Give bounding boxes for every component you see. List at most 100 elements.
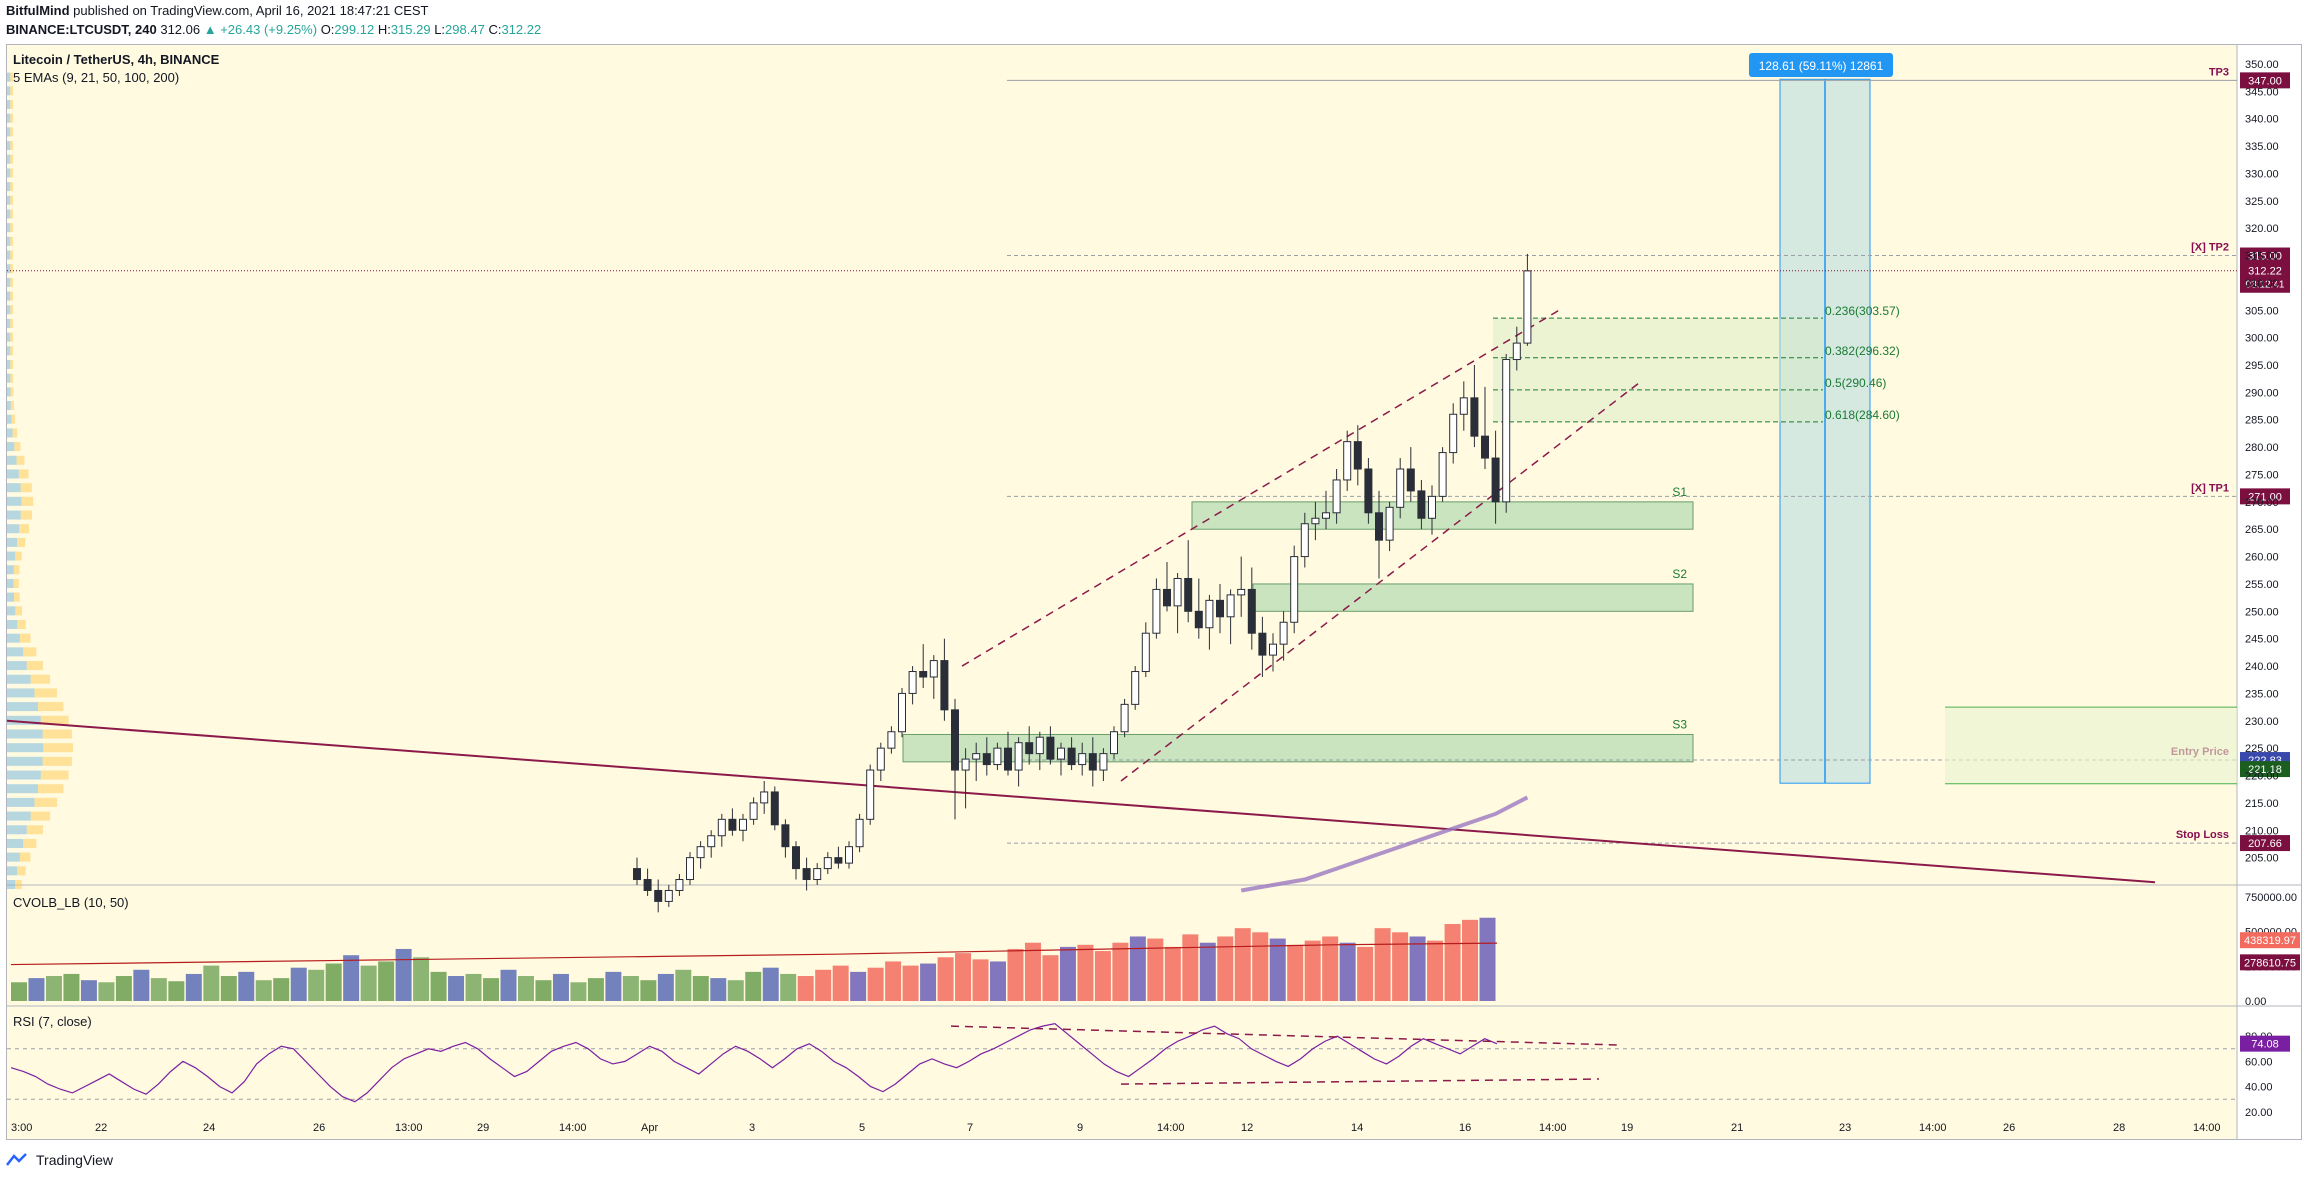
price-axis[interactable]: 205.00 210.00 215.00 220.00 225.00 230.00 235.… xyxy=(2245,59,2279,865)
volume-bar xyxy=(273,978,290,1001)
price-tick: 270.00 xyxy=(2245,497,2279,509)
volume-profile-bar xyxy=(7,86,11,96)
price-tick: 320.00 xyxy=(2245,223,2279,235)
candle xyxy=(1449,413,1458,454)
volume-profile-bar xyxy=(7,401,11,411)
target-tag-bg xyxy=(2240,488,2290,505)
candle xyxy=(961,758,970,771)
volume-bar xyxy=(675,969,692,1001)
price-tick: 280.00 xyxy=(2245,442,2279,454)
price-tick: 220.00 xyxy=(2245,771,2279,783)
entry-zone xyxy=(1945,707,2237,784)
volume-profile-bar xyxy=(7,743,44,753)
candle xyxy=(1332,479,1341,514)
volume-profile-bar xyxy=(7,346,11,356)
volume-bar xyxy=(430,971,447,1001)
volume-bar xyxy=(1164,946,1181,1001)
price-tag: 221.18 xyxy=(2248,764,2282,776)
volume-profile-bar xyxy=(34,797,58,807)
target-label: TP3 xyxy=(2209,66,2229,78)
fib-label: 0.382(296.32) xyxy=(1825,344,1900,358)
chart-frame[interactable]: S1 S2 S3 128.61 (59.11%) 12861 0.236(303.5… xyxy=(6,44,2302,1140)
measure-tool[interactable]: 128.61 (59.11%) 12861 xyxy=(1749,53,1893,784)
candle xyxy=(1300,523,1309,558)
volume-profile-bar xyxy=(7,880,16,889)
volume-profile-bar xyxy=(7,838,24,848)
volume-bar xyxy=(1007,948,1024,1001)
volume-bar xyxy=(867,967,884,1001)
candle xyxy=(982,753,991,766)
candle xyxy=(643,879,652,891)
footer: TradingView xyxy=(6,1148,113,1172)
volume-profile-bar xyxy=(7,100,11,109)
rsi-divergence-lower xyxy=(1120,1078,1600,1085)
volume-profile-bar xyxy=(7,223,11,233)
volume-profile-bar xyxy=(7,674,31,684)
volume-profile-bar xyxy=(12,428,18,438)
time-tick: 14 xyxy=(1351,1122,1363,1134)
volume-tag: 278610.75 xyxy=(2244,957,2296,969)
volume-bar xyxy=(1287,944,1304,1001)
fib-label: 0.236(303.57) xyxy=(1825,304,1900,318)
price-tick: 255.00 xyxy=(2245,579,2279,591)
volume-profile-bar xyxy=(7,496,22,506)
volume-profile-bar xyxy=(30,811,51,821)
volume-profile-bar xyxy=(7,729,43,739)
long-trend-line xyxy=(7,719,2156,884)
volume-profile-bar xyxy=(42,756,72,766)
price-tick: 350.00 xyxy=(2245,59,2279,71)
candle xyxy=(1184,577,1193,612)
candle xyxy=(898,692,906,733)
volume-profile-bar xyxy=(23,838,37,848)
volume-profile-bar xyxy=(10,305,14,315)
price-tick: 315.00 xyxy=(2245,251,2279,263)
chart-canvas[interactable]: S1 S2 S3 128.61 (59.11%) 12861 0.236(303.5… xyxy=(7,45,2302,1140)
price-tick: 290.00 xyxy=(2245,387,2279,399)
time-axis[interactable]: 3:00 22 24 26 13:00 29 14:00 Apr 3 5 7 9 14:00 12 14 16… xyxy=(11,1122,2221,1134)
time-tick: Apr xyxy=(641,1122,658,1134)
target-tag: 347.00 xyxy=(2248,75,2282,87)
volume-profile-bar xyxy=(17,620,26,629)
volume-bar xyxy=(745,971,762,1001)
volume-profile-bar xyxy=(7,483,21,493)
volume-bar xyxy=(1357,946,1374,1001)
volume-profile-bar xyxy=(7,154,11,164)
chart-header: BitfulMind published on TradingView.com,… xyxy=(0,0,2308,44)
low-value: 298.47 xyxy=(445,22,485,37)
author-name[interactable]: BitfulMind xyxy=(6,3,70,18)
rsi-tick: 20.00 xyxy=(2245,1107,2273,1119)
candle xyxy=(1322,512,1330,519)
candle xyxy=(1491,457,1500,503)
volume-bar xyxy=(1234,928,1251,1001)
volume-bar xyxy=(587,978,604,1001)
target-label: [X] TP2 xyxy=(2191,242,2229,254)
candle xyxy=(664,889,673,902)
time-tick: 14:00 xyxy=(1919,1122,1947,1134)
candle xyxy=(1375,512,1383,541)
volume-bar xyxy=(1374,928,1391,1001)
fibonacci-retracement[interactable]: 0.236(303.57) 0.382(296.32) 0.5(290.46) 0.6… xyxy=(1493,304,1900,423)
volume-bar xyxy=(657,973,674,1001)
volume-bar xyxy=(902,965,919,1001)
price-tag: 312.22 xyxy=(2248,266,2282,278)
time-tick: 3 xyxy=(749,1122,755,1134)
channel-lower xyxy=(1120,380,1642,782)
time-tick: 14:00 xyxy=(2193,1122,2221,1134)
price-tick: 335.00 xyxy=(2245,141,2279,153)
volume-bar xyxy=(63,973,80,1001)
volume-tag-bg xyxy=(2240,932,2300,949)
zone-s3 xyxy=(902,733,1694,763)
candle xyxy=(908,671,917,694)
open-value: 299.12 xyxy=(334,22,375,37)
trend-lines[interactable] xyxy=(7,309,2156,884)
footer-brand[interactable]: TradingView xyxy=(36,1152,114,1168)
candle xyxy=(845,846,853,864)
volume-profile-bar xyxy=(7,373,11,383)
price-tick: 325.00 xyxy=(2245,196,2279,208)
candle xyxy=(823,857,832,870)
volume-profile-bar xyxy=(7,236,11,246)
volume-bar xyxy=(1129,936,1146,1001)
volume-profile-bar xyxy=(10,113,13,123)
volume-profile-bar xyxy=(7,825,27,835)
volume-profile-bar xyxy=(23,647,37,657)
